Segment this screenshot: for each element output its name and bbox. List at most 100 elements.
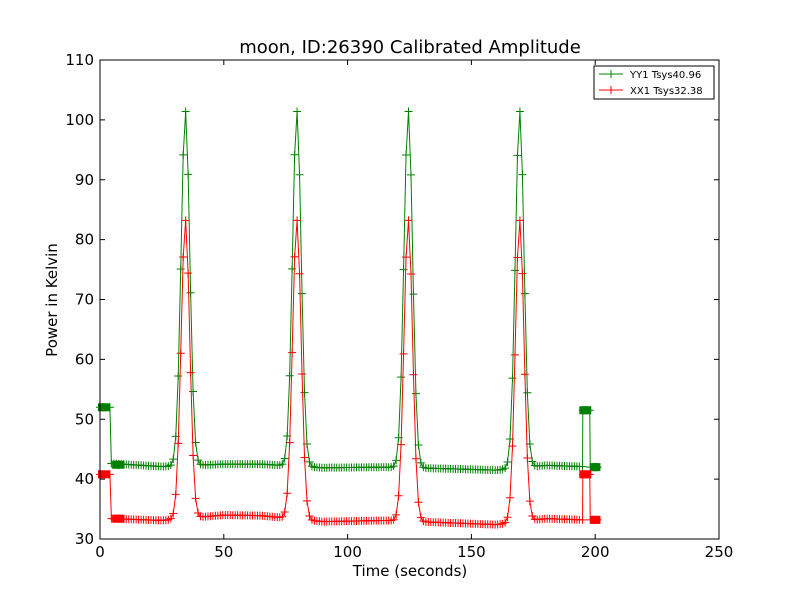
- x-tick-label: 100: [333, 543, 362, 561]
- data-point: [179, 150, 188, 159]
- data-point: [278, 512, 287, 521]
- y-tick-label: 50: [75, 410, 94, 428]
- legend-item-2: XX1 Tsys32.38: [599, 86, 703, 97]
- y-tick-label: 30: [75, 530, 94, 548]
- cal-marker: [112, 514, 121, 523]
- y-tick-label: 60: [75, 350, 94, 368]
- x-axis-label: Time (seconds): [352, 562, 468, 580]
- data-point: [411, 389, 420, 398]
- data-point: [399, 349, 408, 358]
- data-point: [166, 514, 175, 523]
- data-point: [280, 508, 289, 517]
- data-point: [169, 509, 178, 518]
- data-point: [392, 510, 401, 519]
- cal-marker: [116, 460, 125, 469]
- data-point: [166, 460, 175, 469]
- data-point: [394, 491, 403, 500]
- data-point: [176, 265, 185, 274]
- cal-marker: [116, 514, 125, 523]
- data-point: [513, 253, 522, 262]
- data-point: [578, 462, 587, 471]
- data-point: [181, 216, 190, 225]
- legend-marker: [607, 86, 615, 94]
- cal-marker: [592, 463, 601, 472]
- data-point: [518, 170, 527, 179]
- data-point: [397, 373, 406, 382]
- data-point: [298, 369, 307, 378]
- data-point: [171, 490, 180, 499]
- legend: YY1 Tsys40.96 XX1 Tsys32.38: [593, 65, 715, 100]
- data-point: [169, 455, 178, 464]
- y-tick-label: 110: [65, 51, 94, 69]
- data-point: [520, 370, 529, 379]
- data-point: [194, 456, 203, 465]
- y-tick-label: 40: [75, 470, 94, 488]
- data-point: [298, 289, 307, 298]
- axes-layer: 0 50 100 150 200 250 30 40 50 60 70 80 90 100 110: [65, 51, 733, 561]
- data-point: [300, 388, 309, 397]
- data-point: [411, 454, 420, 463]
- data-point: [392, 456, 401, 465]
- data-point: [414, 498, 423, 507]
- series-layer: [96, 107, 602, 529]
- y-tick-label: 70: [75, 291, 94, 309]
- x-tick-label: 50: [214, 543, 233, 561]
- y-axis-label: Power in Kelvin: [43, 243, 61, 357]
- data-point: [184, 170, 193, 179]
- data-point: [179, 253, 188, 262]
- data-point: [305, 457, 314, 466]
- data-point: [501, 464, 510, 473]
- data-point: [402, 253, 411, 262]
- data-point: [523, 453, 532, 462]
- data-point: [389, 462, 398, 471]
- data-point: [523, 388, 532, 397]
- data-point: [503, 457, 512, 466]
- data-point: [520, 289, 529, 298]
- cal-marker: [101, 470, 110, 479]
- cal-marker: [112, 460, 121, 469]
- data-point: [525, 497, 534, 506]
- data-point: [508, 442, 517, 451]
- data-point: [186, 368, 195, 377]
- data-point: [508, 374, 517, 383]
- data-point: [293, 107, 302, 116]
- chart-title: moon, ID:26390 Calibrated Amplitude: [239, 37, 581, 58]
- data-point: [406, 269, 415, 278]
- data-point: [513, 151, 522, 160]
- data-point: [285, 438, 294, 447]
- data-point: [402, 151, 411, 160]
- data-point: [288, 348, 297, 357]
- data-point: [515, 216, 524, 225]
- data-point: [278, 460, 287, 469]
- data-point: [290, 252, 299, 261]
- legend-label: XX1 Tsys32.38: [630, 86, 703, 97]
- data-point: [409, 370, 418, 379]
- data-point: [285, 371, 294, 380]
- data-point: [184, 269, 193, 278]
- data-point: [389, 515, 398, 524]
- y-tick-label: 90: [75, 171, 94, 189]
- data-point: [176, 349, 185, 358]
- data-point: [293, 216, 302, 225]
- legend-box: [593, 65, 715, 100]
- data-point: [191, 494, 200, 503]
- data-point: [506, 493, 515, 502]
- data-point: [181, 107, 190, 116]
- series-1: [96, 107, 602, 475]
- data-point: [280, 454, 289, 463]
- x-tick-label: 150: [457, 543, 486, 561]
- data-point: [300, 453, 309, 462]
- data-point: [399, 265, 408, 274]
- x-tick-label: 250: [705, 543, 734, 561]
- data-point: [528, 457, 537, 466]
- series-2: [96, 216, 602, 529]
- data-point: [288, 264, 297, 273]
- data-point: [397, 440, 406, 449]
- legend-label: YY1 Tsys40.96: [629, 70, 701, 81]
- x-tick-label: 200: [581, 543, 610, 561]
- data-point: [404, 216, 413, 225]
- data-point: [515, 107, 524, 116]
- data-point: [578, 515, 587, 524]
